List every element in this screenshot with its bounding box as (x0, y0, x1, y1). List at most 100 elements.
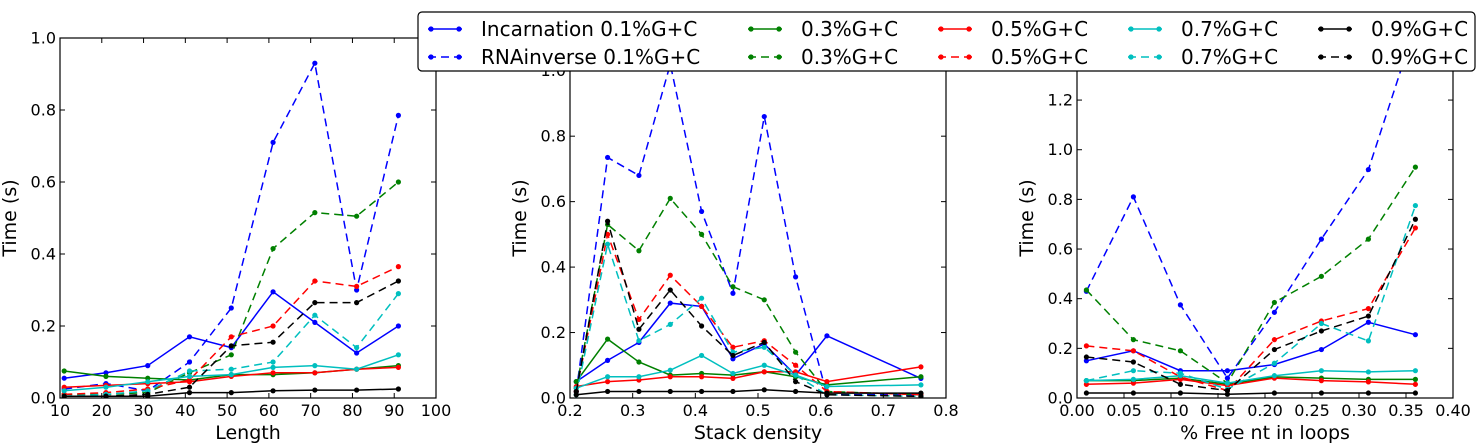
data-point (636, 248, 642, 254)
data-point (1177, 370, 1183, 376)
data-point (761, 362, 767, 368)
data-point (824, 392, 830, 398)
legend-label: 0.7%G+C (1181, 45, 1278, 69)
data-point (228, 352, 234, 358)
data-point (61, 393, 67, 398)
data-point (1412, 390, 1418, 396)
series-line (576, 354, 921, 389)
data-point (1318, 273, 1324, 279)
legend-entry: RNAinverse 0.1%G+C (428, 45, 700, 69)
data-point (312, 300, 318, 306)
data-point (186, 359, 193, 365)
data-point (270, 289, 276, 295)
data-point (1083, 343, 1089, 349)
data-point (793, 388, 799, 395)
chart-panel-1: 10 20 30 40 50 60 70 80 90 100 0.0 0.2 0.4 0.6 0.8 1.0 L… (0, 29, 451, 444)
data-point (1271, 337, 1277, 343)
data-point (395, 112, 401, 118)
series-9 (573, 387, 924, 398)
data-point (61, 375, 67, 381)
data-point (354, 387, 360, 393)
data-point (228, 334, 234, 340)
x-tick-label: 0.3 (620, 401, 645, 420)
data-point (354, 283, 360, 289)
chart-panel-2: 0.20.30.40.50.60.70.80.00.20.40.60.81.0S… (509, 37, 959, 444)
data-point (605, 154, 611, 161)
x-tick-label: 70 (300, 401, 320, 420)
x-tick-label: 0.30 (1341, 401, 1377, 420)
data-point (270, 139, 276, 145)
series-8 (1083, 202, 1418, 392)
legend-marker (748, 26, 754, 32)
data-point (312, 278, 318, 284)
data-point (145, 388, 151, 394)
x-tick-label: 0.7 (871, 401, 896, 420)
data-point (1412, 164, 1418, 170)
legend-marker (776, 26, 782, 32)
legend-entry: 0.3%G+C (748, 45, 898, 69)
series-9 (61, 386, 401, 398)
data-point (793, 349, 799, 355)
series-group (1083, 38, 1418, 397)
legend-marker (748, 54, 754, 60)
data-point (824, 383, 830, 390)
x-axis-label: Length (215, 422, 281, 444)
data-point (1365, 338, 1371, 344)
x-tick-label: 80 (342, 401, 362, 420)
data-point (1083, 358, 1089, 364)
data-point (1130, 337, 1136, 343)
data-point (1318, 346, 1324, 353)
data-point (1365, 236, 1371, 242)
data-point (354, 300, 360, 306)
data-point (667, 287, 673, 293)
legend-entry: 0.5%G+C (938, 17, 1088, 41)
series-7 (573, 352, 924, 391)
data-point (186, 334, 193, 340)
series-10 (573, 218, 924, 398)
y-tick-label: 1.2 (1048, 91, 1073, 110)
chart-panels: 10 20 30 40 50 60 70 80 90 1000.00.20.40.60.81.0L… (0, 29, 1471, 444)
y-tick-label: 1.0 (1048, 140, 1073, 159)
data-point (761, 113, 767, 120)
data-point (228, 366, 234, 372)
data-point (1271, 309, 1277, 315)
data-point (270, 246, 276, 252)
legend-marker (428, 54, 434, 60)
data-point (228, 372, 234, 378)
data-point (761, 369, 767, 375)
data-point (636, 388, 642, 395)
data-point (730, 352, 736, 359)
data-point (145, 375, 151, 381)
data-point (1224, 368, 1230, 374)
data-point (312, 312, 318, 318)
data-point (1177, 381, 1183, 387)
data-point (667, 195, 673, 201)
series-9 (1083, 390, 1418, 397)
data-point (1412, 368, 1418, 374)
series-line (1086, 227, 1417, 392)
data-point (605, 218, 611, 224)
series-line (64, 181, 399, 396)
series-line (1086, 392, 1416, 396)
data-point (1271, 346, 1277, 353)
data-point (918, 393, 924, 398)
data-point (354, 287, 360, 293)
legend-label: 0.9%G+C (1371, 17, 1468, 41)
data-point (61, 388, 67, 394)
data-point (228, 343, 234, 349)
y-tick-label: 0.4 (541, 258, 566, 277)
data-point (761, 297, 767, 303)
x-tick-label: 0.6 (808, 401, 833, 420)
legend-label: RNAinverse 0.1%G+C (481, 45, 700, 69)
data-point (1412, 202, 1418, 209)
data-point (636, 172, 642, 179)
data-point (1365, 313, 1371, 319)
series-line (575, 221, 921, 398)
series-line (1086, 218, 1417, 392)
legend-entry: 0.9%G+C (1318, 17, 1468, 41)
data-point (1365, 306, 1371, 312)
data-point (1365, 390, 1371, 396)
data-point (1083, 381, 1089, 387)
data-point (103, 384, 109, 390)
data-point (699, 231, 705, 237)
